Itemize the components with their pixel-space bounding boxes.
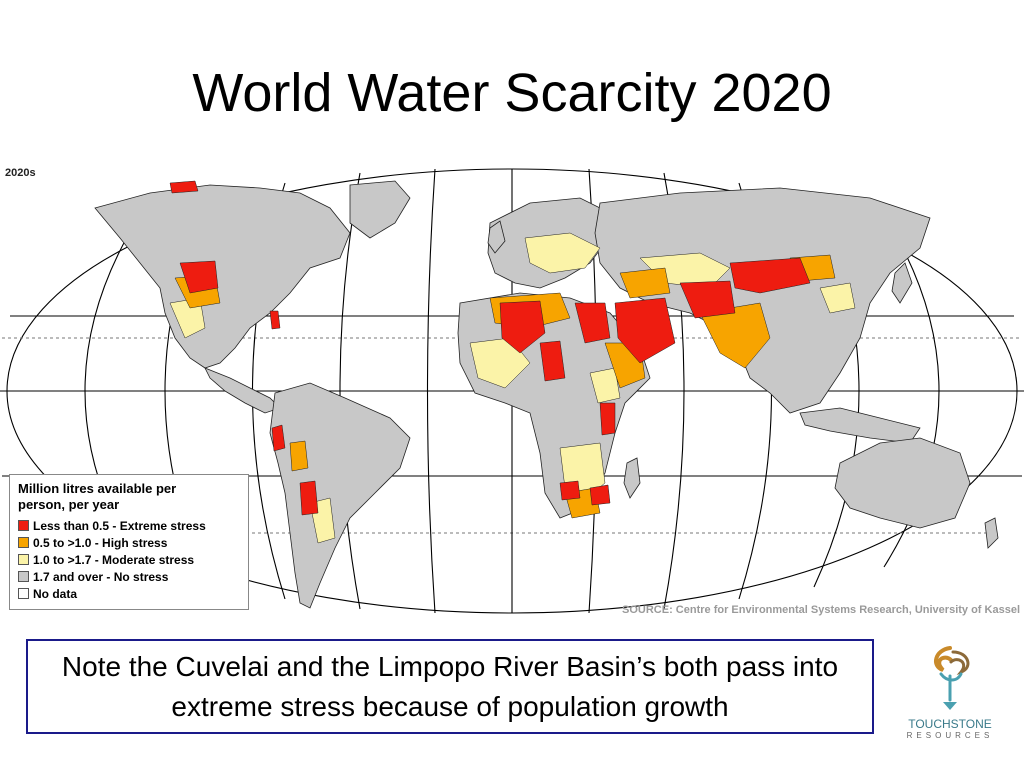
extreme-area-arabia bbox=[614, 297, 676, 364]
extreme-stress-areas bbox=[169, 180, 811, 516]
high-area-india bbox=[699, 302, 771, 369]
legend-swatch-extreme bbox=[18, 520, 29, 531]
note-text: Note the Cuvelai and the Limpopo River B… bbox=[61, 650, 839, 722]
extreme-area-peru bbox=[271, 424, 286, 452]
meridian-line bbox=[339, 172, 361, 610]
moderate-area-europe bbox=[524, 232, 601, 274]
meridian-line bbox=[426, 168, 436, 614]
legend-label: No data bbox=[33, 586, 78, 601]
logo-name: TOUCHSTONE bbox=[908, 717, 992, 731]
note-box: Note the Cuvelai and the Limpopo River B… bbox=[26, 639, 874, 734]
moderate-area-china bbox=[819, 282, 856, 314]
australia bbox=[834, 437, 971, 529]
extreme-area-andes bbox=[299, 480, 319, 516]
slide-title: World Water Scarcity 2020 bbox=[192, 63, 832, 123]
extreme-area-north-china bbox=[729, 257, 811, 294]
legend-item-no-data: No data bbox=[18, 585, 240, 602]
legend-swatch-moderate bbox=[18, 554, 29, 565]
legend-title: Million litres available per person, per… bbox=[18, 481, 177, 512]
extreme-area-east-africa bbox=[599, 402, 616, 436]
high-area-middle-east bbox=[619, 267, 671, 299]
logo-sub: RESOURCES bbox=[906, 731, 994, 740]
greenland bbox=[349, 180, 411, 239]
moderate-area-east-africa bbox=[589, 367, 621, 404]
legend-item-high: 0.5 to >1.0 - High stress bbox=[18, 534, 240, 551]
legend-item-no-stress: 1.7 and over - No stress bbox=[18, 568, 240, 585]
legend-label: Less than 0.5 - Extreme stress bbox=[33, 518, 206, 533]
britain bbox=[487, 220, 506, 254]
extreme-area-sahara bbox=[499, 300, 546, 354]
extreme-area-cuvelai bbox=[559, 480, 581, 501]
legend-label: 1.7 and over - No stress bbox=[33, 569, 169, 584]
world-map bbox=[0, 168, 1024, 614]
north-america bbox=[94, 184, 351, 369]
legend-items: Less than 0.5 - Extreme stress 0.5 to >1… bbox=[18, 517, 240, 602]
extreme-area-pakistan-north-india bbox=[679, 280, 736, 319]
legend-label: 1.0 to >1.7 - Moderate stress bbox=[33, 552, 195, 567]
decade-label: 2020s bbox=[5, 167, 36, 179]
touchstone-logo: TOUCHSTONE RESOURCES bbox=[895, 640, 1005, 750]
southeast-asia-islands bbox=[799, 407, 921, 444]
legend-swatch-no-data bbox=[18, 588, 29, 599]
legend-swatch-high bbox=[18, 537, 29, 548]
logo-swirl-icon bbox=[933, 646, 970, 710]
extreme-area-limpopo bbox=[589, 484, 611, 506]
legend-item-extreme: Less than 0.5 - Extreme stress bbox=[18, 517, 240, 534]
south-america bbox=[269, 382, 411, 609]
madagascar bbox=[623, 457, 641, 499]
extreme-area-southwest-us bbox=[179, 260, 219, 294]
legend-label: 0.5 to >1.0 - High stress bbox=[33, 535, 168, 550]
japan bbox=[891, 262, 913, 304]
new-zealand bbox=[984, 517, 999, 549]
legend-item-moderate: 1.0 to >1.7 - Moderate stress bbox=[18, 551, 240, 568]
high-area-south-america bbox=[289, 440, 309, 472]
extreme-area-florida bbox=[269, 310, 281, 330]
extreme-area-egypt bbox=[574, 302, 611, 344]
extreme-area-sahel bbox=[539, 340, 566, 382]
source-credit: SOURCE: Centre for Environmental Systems… bbox=[622, 604, 1020, 616]
map-legend: Million litres available per person, per… bbox=[9, 474, 249, 610]
legend-swatch-no-stress bbox=[18, 571, 29, 582]
extreme-area-arctic bbox=[169, 180, 199, 194]
